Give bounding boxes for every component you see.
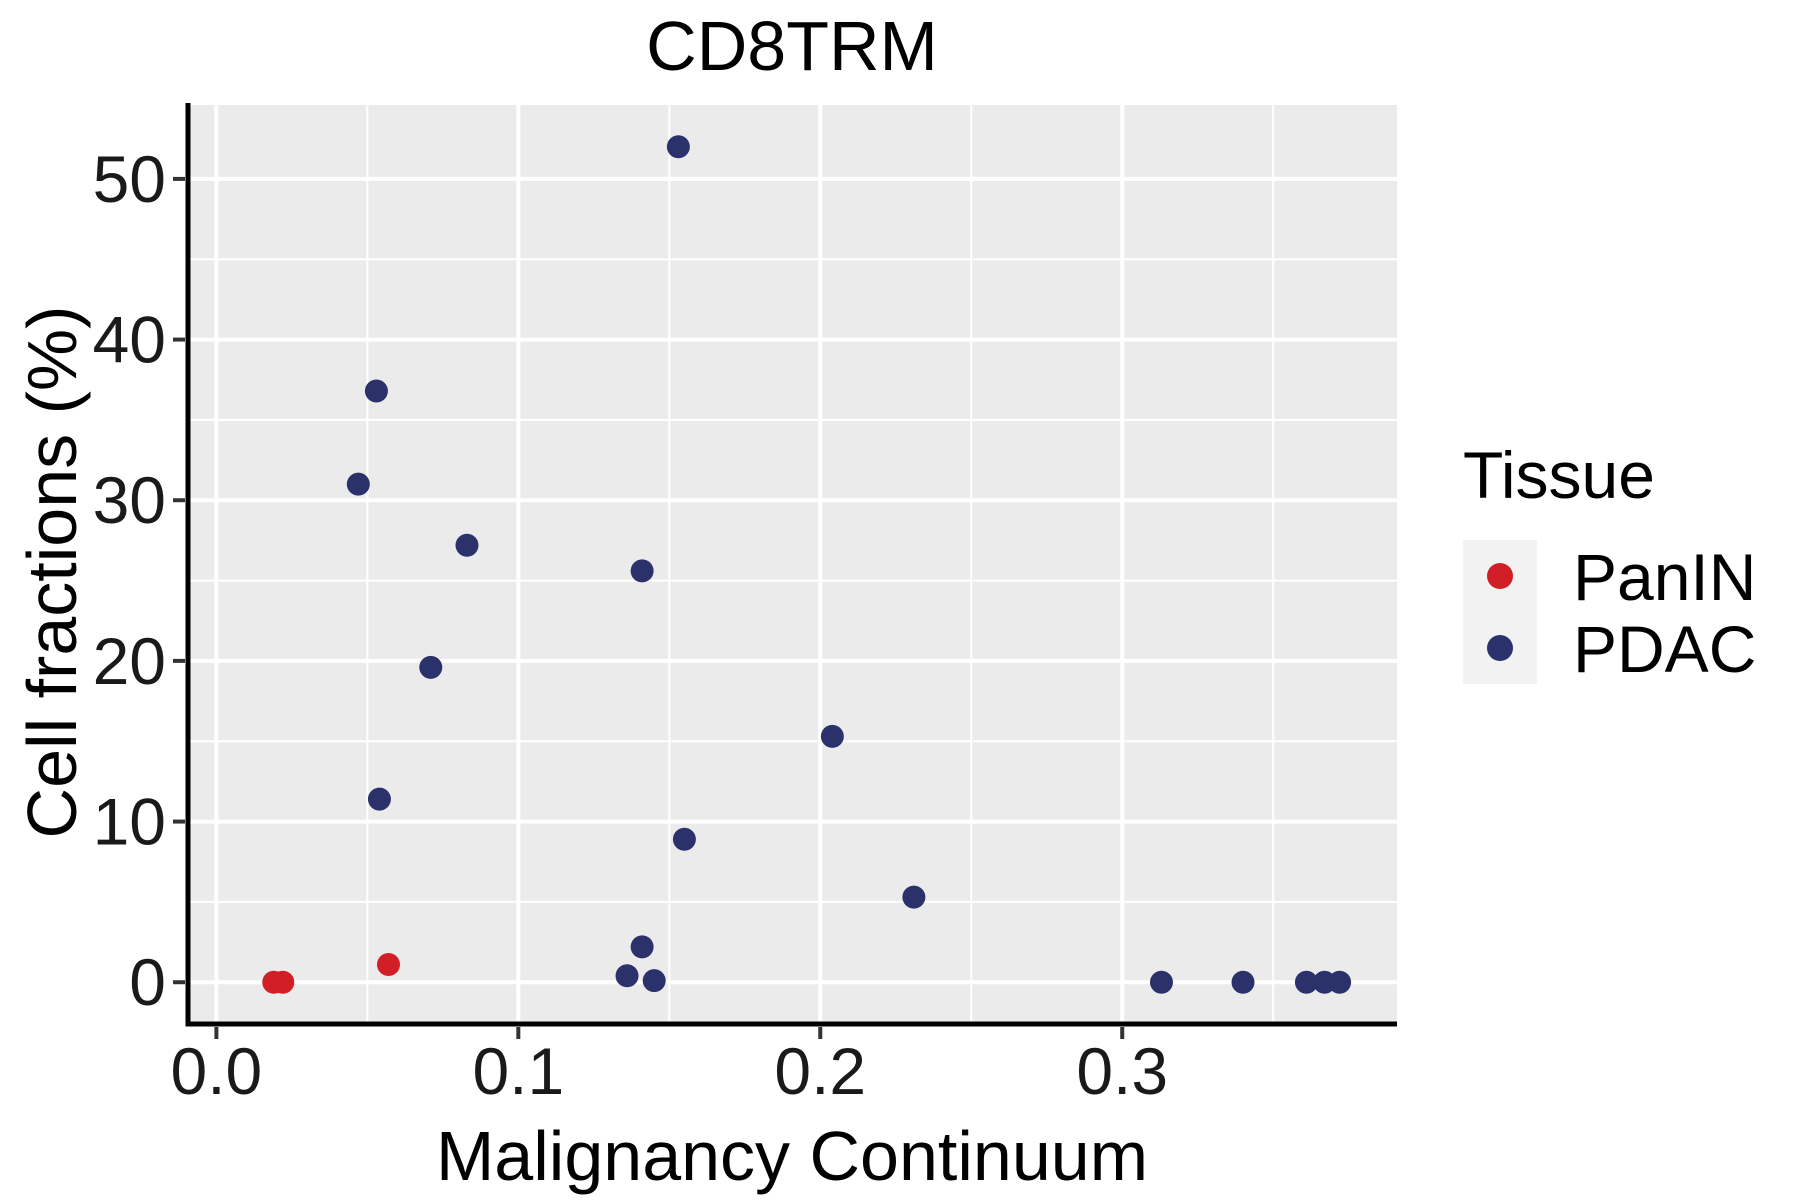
data-point-pdac[interactable] bbox=[455, 533, 479, 557]
data-point-pdac[interactable] bbox=[1231, 970, 1255, 994]
y-tick-label: 0 bbox=[129, 945, 166, 1019]
data-point-pdac[interactable] bbox=[642, 969, 666, 993]
plot-title: CD8TRM bbox=[646, 7, 938, 85]
data-points-layer bbox=[262, 135, 1352, 994]
legend-label-pdac: PDAC bbox=[1573, 612, 1756, 686]
data-point-pdac[interactable] bbox=[820, 724, 844, 748]
plot-panel bbox=[188, 105, 1397, 1024]
data-point-pdac[interactable] bbox=[902, 885, 926, 909]
y-axis-title: Cell fractions (%) bbox=[13, 306, 91, 839]
legend-title: Tissue bbox=[1463, 438, 1655, 512]
legend-dot-pdac-icon bbox=[1487, 635, 1513, 661]
data-point-pdac[interactable] bbox=[630, 935, 654, 959]
legend-dot-panin-icon bbox=[1487, 563, 1513, 589]
data-point-pdac[interactable] bbox=[630, 559, 654, 583]
x-tick-label: 0.3 bbox=[1076, 1034, 1168, 1108]
data-point-panin[interactable] bbox=[271, 970, 295, 994]
data-point-pdac[interactable] bbox=[672, 827, 696, 851]
data-point-pdac[interactable] bbox=[346, 472, 370, 496]
axis-ticks-layer bbox=[173, 176, 1125, 1039]
y-tick-label: 20 bbox=[93, 624, 166, 698]
data-point-pdac[interactable] bbox=[1149, 970, 1173, 994]
gridlines-major bbox=[188, 105, 1397, 1024]
x-tick-label: 0.1 bbox=[472, 1034, 564, 1108]
y-tick-label: 50 bbox=[93, 142, 166, 216]
data-point-pdac[interactable] bbox=[615, 964, 639, 988]
legend: Tissue PanIN PDAC bbox=[1463, 438, 1756, 686]
data-point-pdac[interactable] bbox=[1328, 970, 1352, 994]
gridlines-minor bbox=[188, 105, 1397, 1024]
y-tick-label: 30 bbox=[93, 463, 166, 537]
data-point-pdac[interactable] bbox=[1294, 970, 1318, 994]
y-tick-label: 10 bbox=[93, 785, 166, 859]
data-point-panin[interactable] bbox=[376, 953, 400, 977]
data-point-pdac[interactable] bbox=[364, 379, 388, 403]
legend-label-panin: PanIN bbox=[1573, 540, 1756, 614]
y-tick-label: 40 bbox=[93, 303, 166, 377]
data-point-pdac[interactable] bbox=[367, 787, 391, 811]
x-axis-title: Malignancy Continuum bbox=[436, 1117, 1148, 1195]
data-point-pdac[interactable] bbox=[666, 135, 690, 159]
data-point-pdac[interactable] bbox=[419, 655, 443, 679]
axis-tick-labels-layer: 0.0 0.1 0.2 0.3 0 10 20 30 40 50 bbox=[93, 142, 1169, 1108]
x-tick-label: 0.2 bbox=[774, 1034, 866, 1108]
x-tick-label: 0.0 bbox=[171, 1034, 263, 1108]
